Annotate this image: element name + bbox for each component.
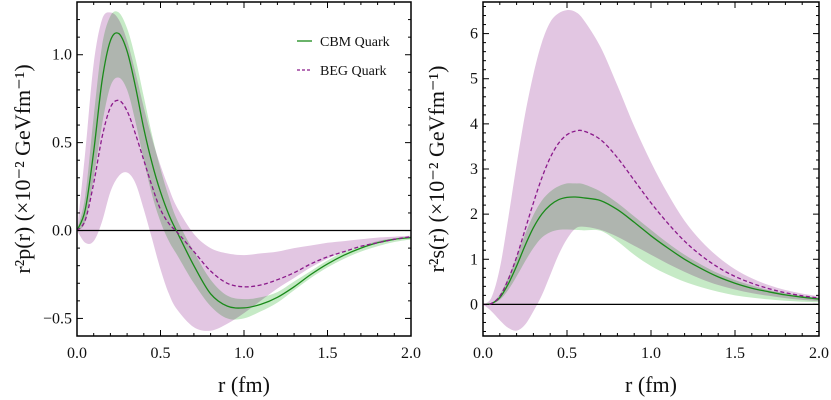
y-tick-label: 0.0 xyxy=(52,223,72,240)
plot-area xyxy=(483,10,819,331)
x-tick-label: 0.0 xyxy=(473,345,493,362)
y-tick-label: 6 xyxy=(470,26,478,43)
y-tick-label: 5 xyxy=(470,71,478,88)
y-axis-label: r²p(r) (×10⁻² GeVfm⁻¹) xyxy=(10,64,35,273)
y-tick-label: 3 xyxy=(470,161,478,178)
series-line-cbm-quark xyxy=(483,196,819,306)
x-tick-label: 1.0 xyxy=(641,345,661,362)
x-tick-label: 1.0 xyxy=(234,345,254,362)
x-axis-label: r (fm) xyxy=(625,372,677,397)
x-tick-label: 0.0 xyxy=(67,345,87,362)
y-tick-label: 1.0 xyxy=(52,47,72,64)
x-tick-label: 0.5 xyxy=(557,345,577,362)
y-tick-label: 0.5 xyxy=(52,135,72,152)
y-tick-label: 4 xyxy=(470,116,478,133)
uncertainty-band-beg-quark xyxy=(483,10,819,331)
plot-area xyxy=(77,11,411,331)
series-line-cbm-quark xyxy=(77,32,411,309)
y-axis-label: r²s(r) (×10⁻² GeVfm⁻¹) xyxy=(424,66,449,273)
series-line-beg-quark xyxy=(483,129,819,306)
x-tick-label: 2.0 xyxy=(401,345,421,362)
x-tick-label: 1.5 xyxy=(318,345,338,362)
x-axis-label: r (fm) xyxy=(218,372,270,397)
y-tick-label: 1 xyxy=(470,251,478,268)
x-tick-label: 0.5 xyxy=(151,345,171,362)
x-tick-label: 1.5 xyxy=(725,345,745,362)
legend-label: CBM Quark xyxy=(320,35,390,50)
x-tick-label: 2.0 xyxy=(809,345,829,362)
legend-label: BEG Quark xyxy=(320,64,387,79)
series-line-beg-quark xyxy=(77,99,411,288)
panel-right: 0.0 0.5 1.0 1.5 2.0 0 1 2 3 4 5 6 r (fm) r²s(r) (×10⁻… xyxy=(424,1,829,397)
y-tick-label: 2 xyxy=(470,206,478,223)
y-tick-label: −0.5 xyxy=(43,310,72,327)
uncertainty-band-beg-quark xyxy=(77,12,411,331)
panel-left: 0.0 0.5 1.0 1.5 2.0 −0.5 0.0 0.5 1.0 r (fm) r²p(r)… xyxy=(10,1,421,397)
y-tick-label: 0 xyxy=(470,296,478,313)
uncertainty-band-cbm-quark xyxy=(483,183,819,305)
